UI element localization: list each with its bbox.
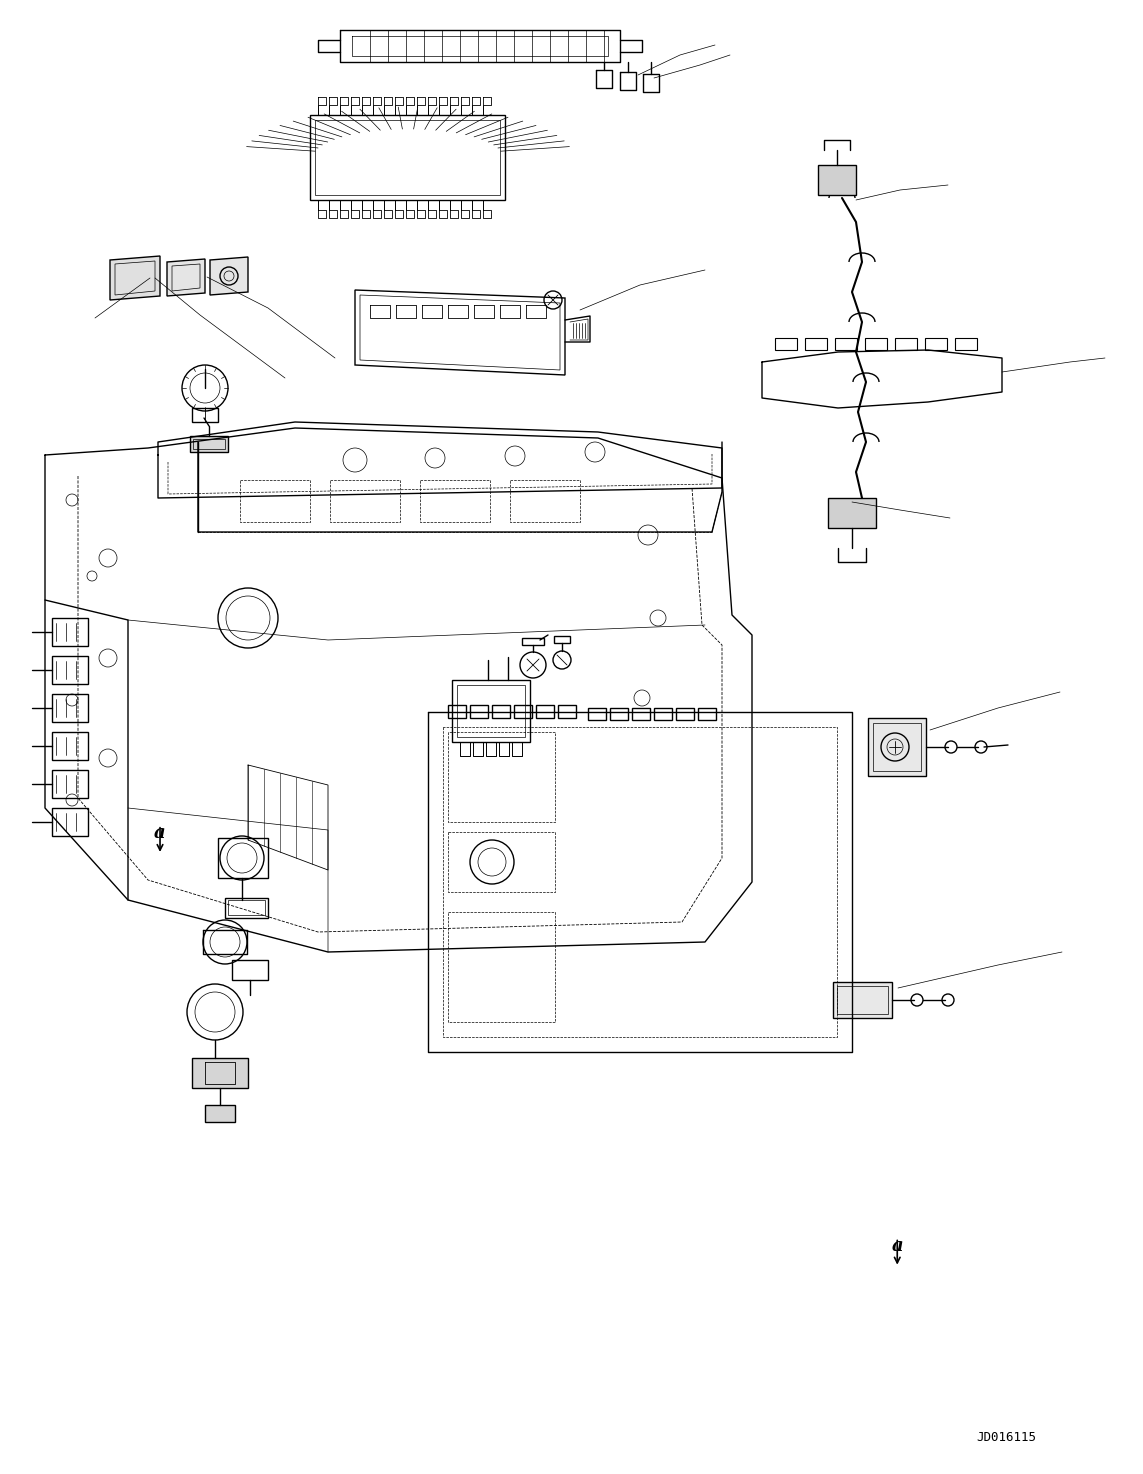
Polygon shape — [868, 718, 926, 775]
Polygon shape — [818, 165, 856, 195]
Polygon shape — [828, 498, 876, 528]
Polygon shape — [205, 1106, 235, 1122]
Text: a: a — [892, 1237, 903, 1254]
Text: JD016115: JD016115 — [976, 1431, 1036, 1443]
Polygon shape — [110, 256, 160, 301]
Polygon shape — [192, 1058, 248, 1088]
Text: a: a — [154, 824, 166, 842]
Polygon shape — [167, 259, 205, 296]
Polygon shape — [833, 982, 892, 1019]
Polygon shape — [210, 256, 248, 295]
Polygon shape — [190, 436, 227, 453]
